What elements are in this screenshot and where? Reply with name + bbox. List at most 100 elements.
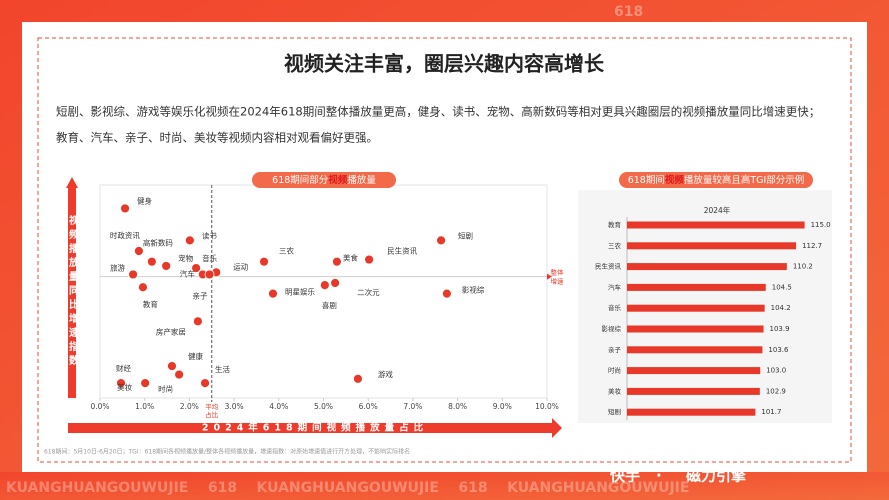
- x-tick-label: 8.0%: [448, 402, 467, 411]
- data-point: [259, 256, 269, 267]
- x-tick-label: 7.0%: [403, 402, 422, 411]
- x-tick-label: 5.0%: [314, 402, 333, 411]
- point-label: 音乐: [202, 253, 217, 263]
- dashed-frame: [37, 37, 852, 463]
- reference-label: 平均: [205, 402, 219, 411]
- chart-title-part: 视频: [665, 174, 685, 186]
- point-label: 读书: [202, 230, 217, 240]
- point-label: 喜剧: [322, 300, 337, 310]
- data-point: [128, 269, 138, 280]
- value-label: 101.7: [761, 408, 781, 416]
- data-point: [146, 256, 157, 267]
- point-label: 影视综: [462, 285, 485, 295]
- point-label: 民生资讯: [387, 246, 417, 256]
- y-axis-arrow: [66, 177, 78, 398]
- bar: [627, 346, 763, 354]
- data-point: [133, 246, 144, 256]
- point-label: 美妆: [117, 382, 132, 392]
- x-tick-label: 9.0%: [493, 402, 512, 411]
- data-point: [116, 378, 126, 388]
- data-point: [332, 256, 342, 267]
- point-label: 时尚: [158, 384, 173, 394]
- x-tick-label: 0.0%: [90, 402, 109, 411]
- bar: [627, 283, 766, 291]
- point-label: 时政资讯: [110, 230, 140, 240]
- footer-band: [0, 472, 889, 500]
- chart-title-part: 618期间部分: [272, 174, 329, 186]
- data-point: [353, 373, 363, 384]
- chart-title-part: 618期间: [628, 174, 665, 186]
- point-label: 三农: [279, 246, 294, 256]
- data-point: [138, 282, 148, 293]
- y-tick-label: 音乐: [608, 303, 622, 312]
- reference-arrow: [547, 273, 552, 280]
- x-tick-label: 1.0%: [135, 402, 154, 411]
- data-point: [120, 203, 130, 214]
- y-tick-label: 时尚: [608, 366, 621, 375]
- footnote: 618期间：5月10日-6月20日；TGI：618期间各视频播放量/整体各视频播…: [44, 448, 410, 456]
- chart-title-pill: [619, 172, 813, 188]
- chart-title: 618期间视频播放量较高且高TGI部分示例: [628, 174, 805, 186]
- value-label: 102.9: [766, 387, 786, 395]
- y-tick-label: 美妆: [608, 386, 622, 395]
- point-label: 高新数码: [143, 238, 173, 248]
- y-axis-title: 视频播放量同比增速指数: [67, 214, 80, 369]
- y-tick-label: 教育: [608, 220, 622, 229]
- reference-label: 占比: [205, 410, 219, 419]
- data-point: [192, 316, 203, 327]
- data-point: [319, 280, 330, 291]
- data-point: [441, 288, 452, 299]
- value-label: 104.5: [772, 283, 792, 291]
- data-point: [200, 378, 210, 388]
- bar: [627, 367, 761, 375]
- x-tick-label: 3.0%: [225, 402, 244, 411]
- paragraph-line: 短剧、影视综、游戏等娱乐化视频在2024年618期间整体播放量更高，健身、读书、…: [56, 105, 820, 119]
- bar: [627, 408, 756, 416]
- y-tick-label: 民生资讯: [595, 262, 622, 271]
- chart-subtitle: 2024年: [704, 205, 731, 215]
- point-label: 短剧: [458, 230, 473, 240]
- data-point: [330, 278, 341, 288]
- x-tick-label: 2.0%: [180, 402, 199, 411]
- value-label: 110.2: [793, 263, 813, 271]
- watermark: 618: [614, 4, 643, 20]
- data-point: [140, 378, 151, 388]
- x-tick-label: 4.0%: [269, 402, 288, 411]
- data-point: [268, 288, 278, 299]
- point-label: 游戏: [378, 369, 393, 379]
- title: 视频关注丰富，圈层兴趣内容高增长: [284, 52, 605, 76]
- data-point: [364, 254, 374, 265]
- point-label: 健康: [188, 351, 203, 361]
- watermark: KUANGHUANGOUWUJIE 618 KUANGHUANGOUWUJIE …: [6, 480, 689, 496]
- bar: [627, 387, 760, 395]
- data-point: [204, 269, 215, 280]
- point-label: 旅游: [110, 262, 125, 272]
- chart-title-pill: [252, 172, 396, 188]
- point-label: 健身: [137, 195, 152, 205]
- point-label: 运动: [233, 261, 248, 271]
- reference-label: 整体: [551, 268, 565, 277]
- point-label: 亲子: [193, 290, 208, 300]
- chart-title-part: 视频: [328, 174, 348, 186]
- y-tick-label: 亲子: [608, 345, 622, 354]
- value-label: 112.7: [802, 242, 822, 250]
- reference-label: 增速: [551, 277, 565, 286]
- y-tick-label: 影视综: [602, 324, 622, 333]
- data-point: [174, 369, 185, 380]
- data-point: [191, 263, 202, 273]
- point-label: 宠物: [178, 253, 193, 263]
- chart-title: 618期间部分视频播放量: [272, 174, 376, 186]
- point-label: 财经: [116, 363, 131, 373]
- x-axis-arrow: [68, 418, 562, 438]
- point-label: 二次元: [357, 287, 380, 297]
- point-label: 明星娱乐: [285, 287, 315, 297]
- point-label: 汽车: [180, 268, 195, 278]
- brand-cili: 磁力引擎: [686, 467, 746, 485]
- bar: [627, 242, 797, 250]
- y-tick-label: 短剧: [608, 407, 621, 416]
- point-label: 房产家居: [156, 326, 186, 336]
- brand-dot: ·: [656, 467, 662, 485]
- brand-kuaishou: 快手: [610, 467, 640, 485]
- value-label: 103.6: [768, 346, 789, 354]
